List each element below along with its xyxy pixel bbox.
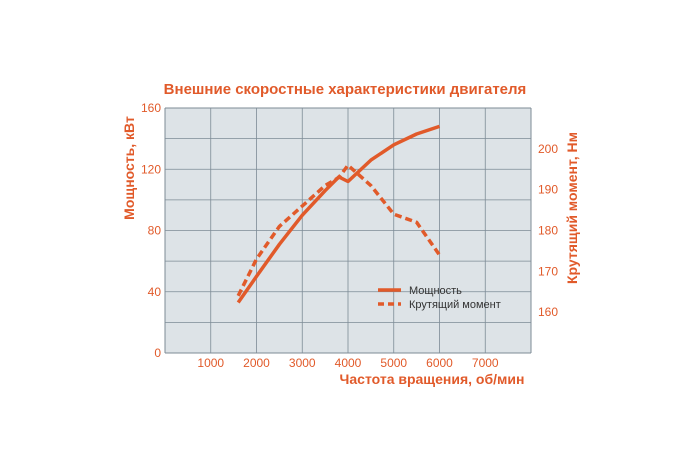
x-tick-label: 3000	[289, 356, 316, 370]
y-left-axis-label: Мощность, кВт	[121, 116, 137, 220]
y-left-tick-label: 80	[148, 224, 162, 238]
x-tick-label: 1000	[197, 356, 224, 370]
y-left-tick-label: 160	[141, 101, 161, 115]
x-tick-label: 5000	[380, 356, 407, 370]
y-left-ticks: 0 40 80 120 160	[141, 101, 161, 360]
legend-label-torque: Крутящий момент	[409, 299, 501, 311]
series-layer	[236, 124, 441, 304]
legend: Мощность Крутящий момент	[378, 285, 501, 311]
y-right-tick-label: 170	[538, 264, 558, 278]
y-right-tick-label: 160	[538, 305, 558, 319]
x-axis-label: Частота вращения, об/мин	[340, 371, 525, 387]
x-tick-label: 2000	[243, 356, 270, 370]
series-line-torque	[236, 163, 441, 297]
y-right-tick-label: 200	[538, 142, 558, 156]
chart-title: Внешние скоростные характеристики двигат…	[164, 81, 527, 98]
x-tick-label: 4000	[335, 356, 362, 370]
x-ticks: 1000 2000 3000 4000 5000 6000 7000	[197, 356, 499, 370]
legend-label-power: Мощность	[409, 285, 462, 297]
x-tick-label: 6000	[426, 356, 453, 370]
y-right-axis-label: Крутящий момент, Нм	[564, 132, 580, 284]
plot-frame	[164, 107, 532, 354]
x-tick-label: 7000	[472, 356, 499, 370]
y-left-tick-label: 120	[141, 162, 161, 176]
y-right-ticks: 160 170 180 190 200	[538, 142, 558, 319]
y-left-tick-label: 40	[148, 285, 162, 299]
y-right-tick-label: 180	[538, 224, 558, 238]
y-left-tick-label: 0	[154, 346, 161, 360]
y-right-tick-label: 190	[538, 183, 558, 197]
